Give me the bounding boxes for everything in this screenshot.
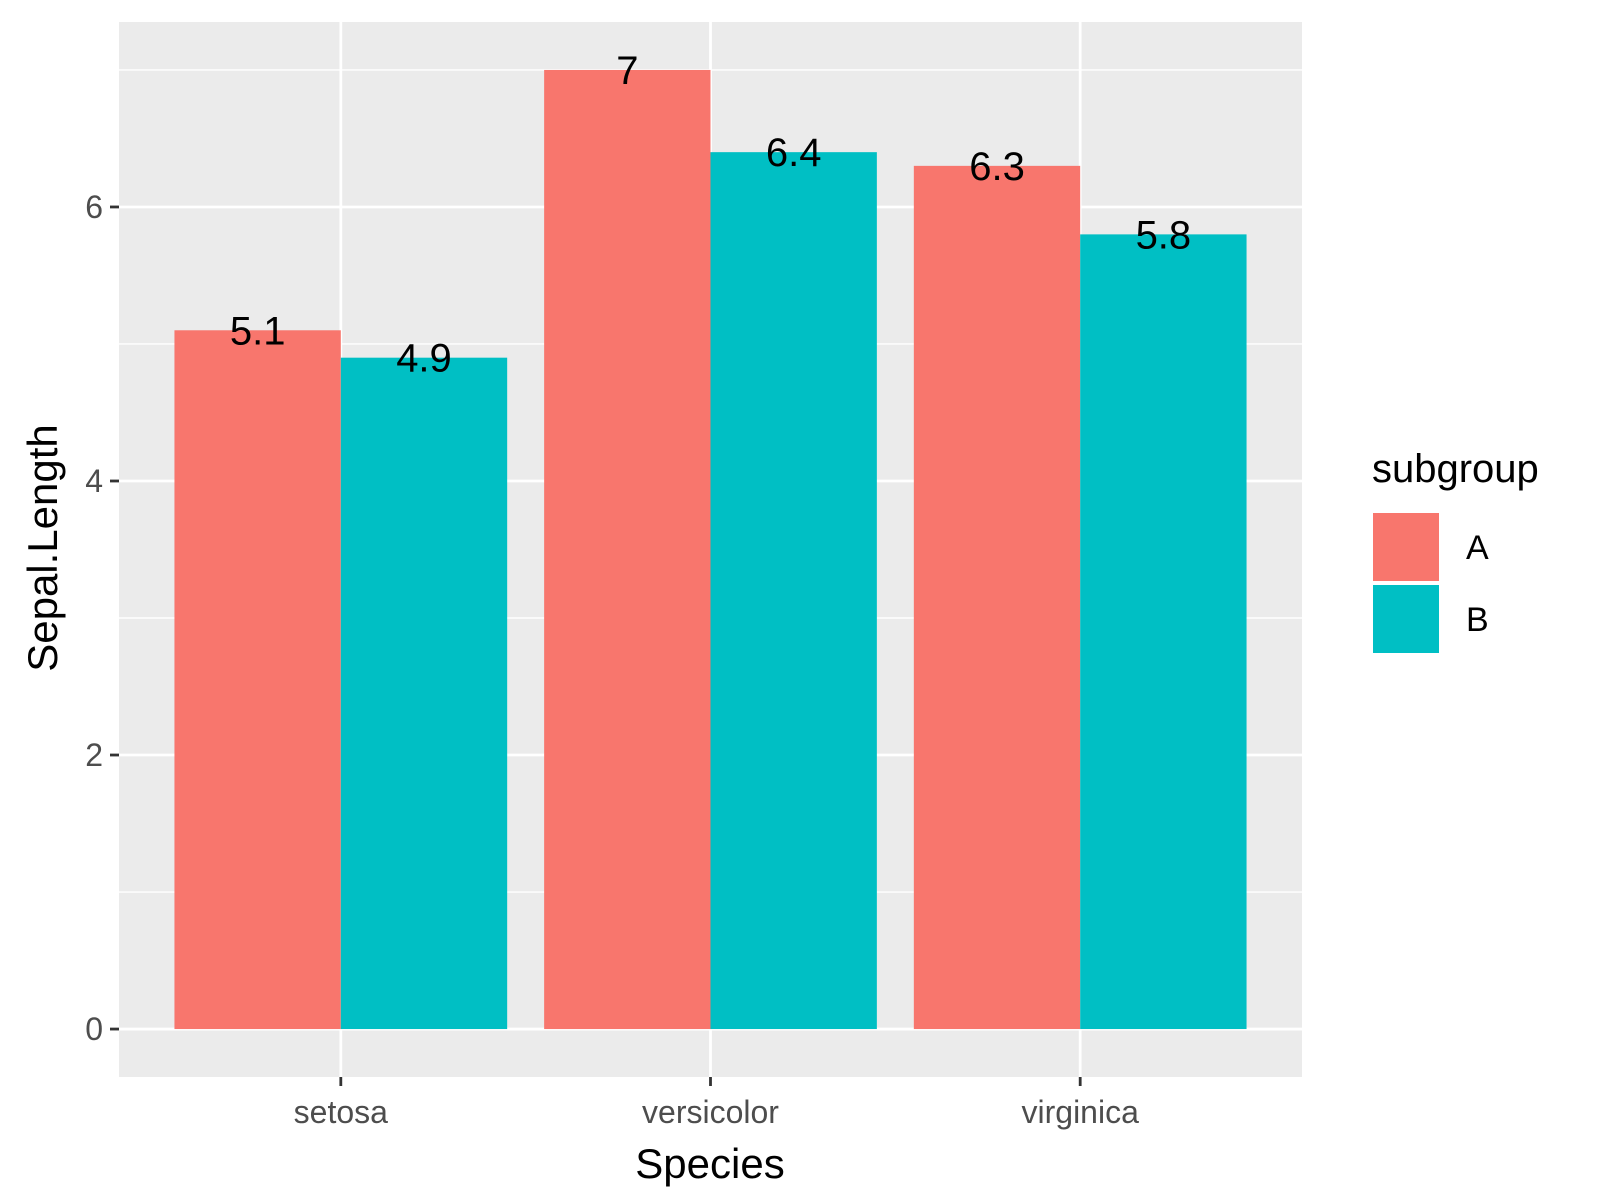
- data-label: 5.1: [230, 309, 286, 353]
- data-label: 7: [616, 49, 638, 93]
- x-tick-label: setosa: [294, 1094, 388, 1130]
- x-axis: setosa versicolor virginica: [294, 1077, 1139, 1130]
- x-axis-title: Species: [635, 1140, 784, 1187]
- legend-label: A: [1466, 529, 1489, 567]
- bar-A-virginica: [913, 165, 1081, 1030]
- data-labels: 5.1 7 6.3 4.9 6.4 5.8: [230, 49, 1191, 381]
- data-label: 6.4: [766, 131, 822, 175]
- y-axis: 0 2 4 6: [85, 189, 119, 1047]
- bar-A-versicolor: [544, 69, 711, 1030]
- x-tick-label: virginica: [1022, 1094, 1140, 1130]
- legend-key-B: [1371, 583, 1441, 655]
- y-tick-label: 4: [85, 463, 103, 499]
- data-label: 5.8: [1136, 213, 1192, 257]
- bar-A-setosa: [174, 330, 341, 1030]
- bar-B-versicolor: [710, 152, 877, 1030]
- legend-label: B: [1466, 601, 1489, 639]
- bar-B-setosa: [340, 357, 508, 1030]
- bar-B-virginica: [1080, 234, 1247, 1030]
- y-tick-label: 0: [85, 1011, 103, 1047]
- y-axis-title: Sepal.Length: [19, 424, 66, 672]
- legend-key-A: [1371, 511, 1441, 583]
- data-label: 4.9: [396, 337, 452, 381]
- legend-title: subgroup: [1372, 447, 1539, 491]
- data-label: 6.3: [969, 145, 1025, 189]
- y-tick-label: 2: [85, 737, 103, 773]
- y-tick-label: 6: [85, 189, 103, 225]
- bars: [174, 69, 1247, 1030]
- legend: subgroup AB: [1371, 447, 1539, 655]
- x-tick-label: versicolor: [642, 1094, 779, 1130]
